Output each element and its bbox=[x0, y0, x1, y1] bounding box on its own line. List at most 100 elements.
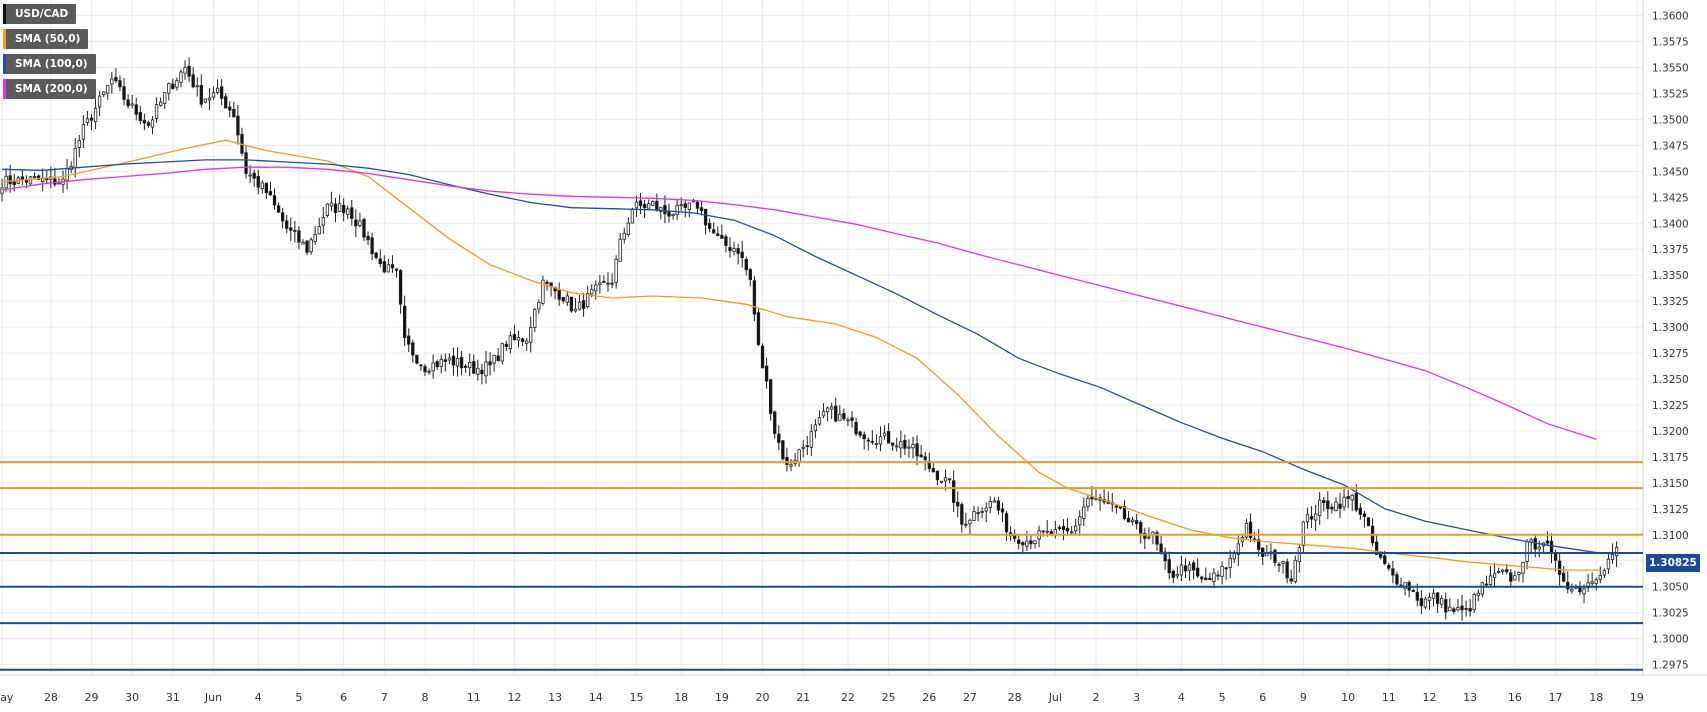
x-tick-label: 18 bbox=[674, 691, 688, 704]
candle-body bbox=[1228, 558, 1232, 568]
candle-body bbox=[1480, 582, 1485, 595]
candle-body bbox=[1326, 500, 1330, 510]
candle-body bbox=[45, 178, 49, 181]
candle-body bbox=[407, 335, 411, 345]
y-tick-label: 1.3100 bbox=[1652, 530, 1689, 542]
x-tick-label: 5 bbox=[1219, 691, 1226, 704]
x-tick-label: 22 bbox=[841, 691, 855, 704]
sma-line bbox=[1, 159, 1597, 554]
legend-swatch-usdcad bbox=[3, 4, 6, 24]
candle-body bbox=[93, 107, 98, 123]
candle-body bbox=[1456, 607, 1460, 611]
candle-body bbox=[32, 176, 37, 178]
candle-body bbox=[1126, 517, 1131, 523]
candle-body bbox=[431, 362, 435, 372]
candle-body bbox=[1179, 564, 1184, 576]
candle-body bbox=[1549, 540, 1554, 554]
candle-body bbox=[1236, 543, 1241, 555]
candle-body bbox=[154, 104, 159, 119]
candle-body bbox=[496, 355, 500, 362]
candle-body bbox=[1342, 496, 1346, 508]
legend-item-sma200[interactable]: SMA (200,0) bbox=[3, 79, 96, 99]
sma-line bbox=[1, 139, 1601, 571]
candle-body bbox=[1033, 540, 1037, 544]
candle-body bbox=[549, 282, 553, 287]
candle-body bbox=[899, 441, 903, 449]
candle-body bbox=[984, 507, 988, 512]
x-tick-label: 28 bbox=[44, 691, 58, 704]
x-tick-label: 19 bbox=[715, 691, 729, 704]
candle-body bbox=[1212, 572, 1216, 582]
x-tick-label: 12 bbox=[1422, 691, 1436, 704]
x-tick-label: 5 bbox=[295, 691, 302, 704]
y-tick-label: 1.3250 bbox=[1652, 374, 1689, 386]
y-tick-label: 1.3450 bbox=[1652, 166, 1689, 178]
candle-body bbox=[651, 201, 655, 206]
candle-body bbox=[943, 477, 948, 482]
candle-body bbox=[797, 449, 801, 463]
candle-body bbox=[1427, 596, 1432, 601]
candle-body bbox=[472, 361, 476, 374]
x-tick-label: 29 bbox=[85, 691, 99, 704]
candle-body bbox=[1391, 568, 1395, 576]
candle-body bbox=[545, 281, 549, 284]
candle-body bbox=[1411, 590, 1415, 592]
candle-body bbox=[854, 421, 858, 435]
candle-body bbox=[244, 152, 248, 174]
candle-body bbox=[1082, 506, 1086, 519]
candle-body bbox=[590, 288, 594, 295]
candle-body bbox=[1566, 581, 1570, 590]
candle-body bbox=[1501, 569, 1505, 572]
candle-body bbox=[1553, 553, 1558, 561]
x-tick-label: 10 bbox=[1341, 691, 1355, 704]
candle-body bbox=[821, 410, 826, 417]
candle-body bbox=[207, 97, 212, 101]
candle-body bbox=[252, 172, 256, 179]
candle-body bbox=[764, 365, 769, 382]
candle-body bbox=[972, 511, 976, 522]
candle-body bbox=[1086, 498, 1090, 508]
candle-body bbox=[1021, 542, 1025, 546]
candle-body bbox=[1273, 549, 1277, 563]
candle-body bbox=[89, 117, 94, 121]
candle-body bbox=[699, 207, 704, 212]
candle-body bbox=[354, 219, 358, 227]
legend-item-sma50[interactable]: SMA (50,0) bbox=[3, 29, 89, 49]
candle-body bbox=[394, 268, 399, 271]
candle-body bbox=[915, 443, 919, 457]
legend-item-usdcad[interactable]: USD/CAD bbox=[3, 4, 77, 24]
candle-body bbox=[577, 301, 582, 310]
candle-body bbox=[398, 270, 403, 305]
candle-body bbox=[268, 191, 273, 196]
candle-body bbox=[73, 147, 77, 168]
candle-body bbox=[850, 417, 854, 421]
candle-body bbox=[1354, 492, 1358, 511]
y-tick-label: 1.3125 bbox=[1652, 504, 1689, 516]
candle-body bbox=[1374, 541, 1379, 555]
legend: USD/CAD SMA (50,0) SMA (100,0) SMA (200,… bbox=[3, 4, 96, 104]
candle-body bbox=[224, 96, 228, 109]
candle-body bbox=[813, 424, 818, 432]
candle-body bbox=[130, 103, 134, 106]
candle-body bbox=[0, 187, 4, 194]
x-tick-label: 4 bbox=[255, 691, 262, 704]
candle-body bbox=[370, 237, 374, 255]
candle-body bbox=[386, 264, 391, 273]
candle-body bbox=[211, 92, 216, 98]
candle-body bbox=[97, 95, 102, 108]
candle-body bbox=[1017, 539, 1021, 544]
candle-body bbox=[683, 203, 687, 209]
candle-body bbox=[508, 335, 513, 350]
candle-body bbox=[830, 406, 834, 410]
x-tick-label: 18 bbox=[1589, 691, 1603, 704]
legend-item-sma100[interactable]: SMA (100,0) bbox=[3, 54, 96, 74]
candle-body bbox=[179, 71, 183, 83]
candle-body bbox=[146, 122, 151, 126]
candle-body bbox=[1143, 532, 1147, 539]
candle-body bbox=[1460, 605, 1464, 611]
candle-body bbox=[329, 202, 334, 207]
candle-body bbox=[488, 361, 492, 366]
candle-body bbox=[598, 282, 602, 285]
candle-body bbox=[724, 236, 728, 246]
candle-body bbox=[777, 433, 781, 443]
